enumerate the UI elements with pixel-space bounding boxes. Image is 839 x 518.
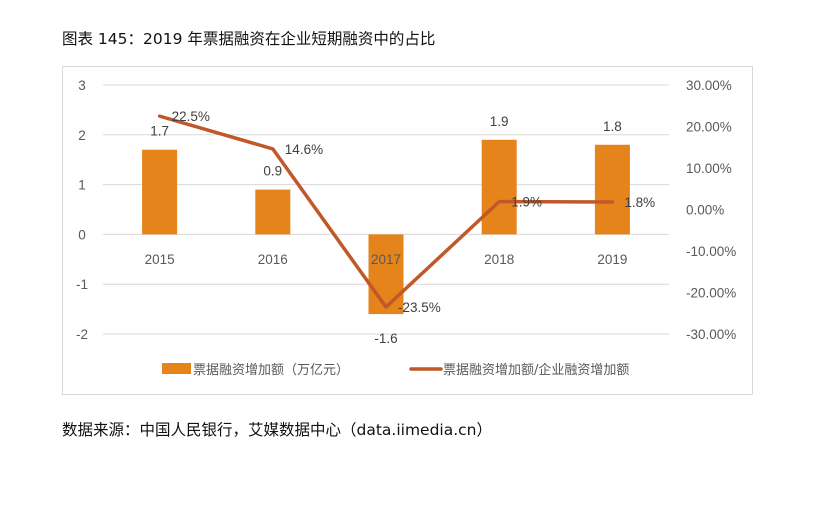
line-value-label: 22.5% xyxy=(172,109,210,124)
line-value-label: 14.6% xyxy=(285,142,323,157)
bar-value-label: 0.9 xyxy=(263,164,282,179)
left-axis-tick: -2 xyxy=(76,327,88,342)
right-axis-tick: 30.00% xyxy=(686,78,732,93)
left-axis-tick: 1 xyxy=(78,178,86,193)
right-axis-tick: -30.00% xyxy=(686,327,736,342)
line-value-label: 1.9% xyxy=(511,195,542,210)
line-value-label: -23.5% xyxy=(398,300,441,315)
bar-value-label: 1.7 xyxy=(150,124,169,139)
legend-line-label: 票据融资增加额/企业融资增加额 xyxy=(443,362,629,378)
left-axis-tick: -1 xyxy=(76,277,88,292)
bar-value-label: 1.8 xyxy=(603,119,622,134)
legend-bar-label: 票据融资增加额（万亿元） xyxy=(193,363,349,378)
left-axis-tick: 3 xyxy=(78,78,86,93)
category-label: 2018 xyxy=(484,252,514,267)
chart-title: 图表 145：2019 年票据融资在企业短期融资中的占比 xyxy=(62,30,436,48)
left-axis-tick: 0 xyxy=(78,227,86,242)
bar-2019 xyxy=(594,144,630,235)
category-label: 2019 xyxy=(597,252,627,267)
category-label: 2015 xyxy=(145,252,175,267)
right-axis-tick: -20.00% xyxy=(686,286,736,301)
right-axis-tick: 20.00% xyxy=(686,120,732,135)
legend-bar-swatch xyxy=(162,363,191,374)
bar-2016 xyxy=(255,189,291,235)
category-label: 2017 xyxy=(371,252,401,267)
data-source: 数据来源：中国人民银行，艾媒数据中心（data.iimedia.cn） xyxy=(62,421,493,439)
chart-frame xyxy=(62,66,753,395)
left-axis-tick: 2 xyxy=(78,128,86,143)
bar-2018 xyxy=(481,139,517,235)
right-axis-tick: -10.00% xyxy=(686,244,736,259)
bar-value-label: 1.9 xyxy=(490,114,509,129)
bar-2015 xyxy=(142,149,178,235)
bar-value-label: -1.6 xyxy=(374,331,397,346)
ratio-line xyxy=(157,114,615,309)
line-value-label: 1.8% xyxy=(624,195,655,210)
right-axis-tick: 0.00% xyxy=(686,203,724,218)
bar-2017 xyxy=(368,234,404,315)
right-axis-tick: 10.00% xyxy=(686,161,732,176)
category-label: 2016 xyxy=(258,252,288,267)
